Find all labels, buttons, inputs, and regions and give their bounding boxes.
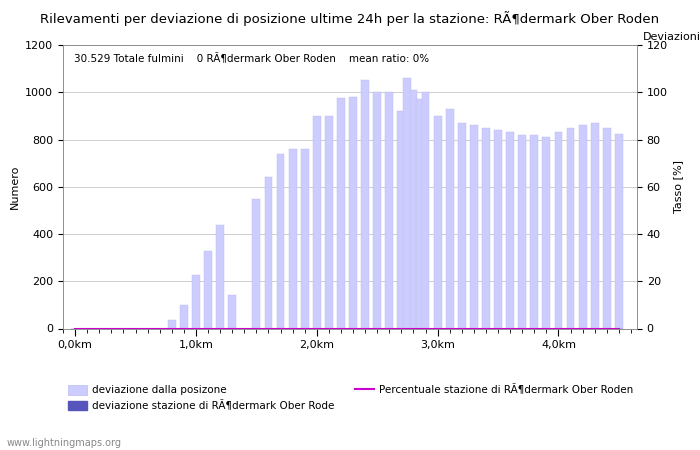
Text: Deviazioni: Deviazioni: [643, 32, 700, 42]
Bar: [494, 130, 502, 328]
Bar: [325, 116, 332, 328]
Y-axis label: Numero: Numero: [10, 165, 20, 209]
Text: Rilevamenti per deviazione di posizione ultime 24h per la stazione: RÃ¶dermark O: Rilevamenti per deviazione di posizione …: [41, 11, 659, 26]
Bar: [434, 116, 442, 328]
Bar: [410, 90, 417, 328]
Bar: [531, 135, 538, 328]
Y-axis label: Tasso [%]: Tasso [%]: [673, 160, 683, 213]
Bar: [554, 132, 562, 328]
Bar: [566, 128, 575, 328]
Bar: [180, 305, 188, 328]
Bar: [373, 92, 381, 328]
Bar: [458, 123, 466, 328]
Bar: [421, 92, 430, 328]
Bar: [542, 137, 550, 328]
Bar: [591, 123, 598, 328]
Bar: [349, 97, 357, 328]
Bar: [385, 92, 393, 328]
Bar: [482, 128, 490, 328]
Bar: [446, 109, 454, 328]
Bar: [398, 111, 405, 328]
Bar: [276, 153, 284, 328]
Bar: [337, 98, 345, 328]
Bar: [204, 251, 212, 328]
Bar: [403, 78, 412, 328]
Bar: [228, 295, 236, 328]
Bar: [253, 198, 260, 328]
Bar: [313, 116, 321, 328]
Bar: [361, 81, 369, 328]
Bar: [615, 134, 623, 328]
Bar: [301, 149, 309, 328]
Text: 30.529 Totale fulmini    0 RÃ¶dermark Ober Roden    mean ratio: 0%: 30.529 Totale fulmini 0 RÃ¶dermark Ober …: [74, 54, 430, 64]
Bar: [265, 177, 272, 328]
Bar: [288, 149, 297, 328]
Bar: [506, 132, 514, 328]
Bar: [470, 125, 478, 328]
Bar: [416, 99, 423, 328]
Bar: [216, 225, 224, 328]
Legend: deviazione dalla posizone, deviazione stazione di RÃ¶dermark Ober Rode, Percentu: deviazione dalla posizone, deviazione st…: [68, 385, 634, 411]
Text: www.lightningmaps.org: www.lightningmaps.org: [7, 438, 122, 448]
Bar: [579, 125, 587, 328]
Bar: [192, 275, 200, 328]
Bar: [168, 320, 176, 328]
Bar: [603, 128, 610, 328]
Bar: [518, 135, 526, 328]
